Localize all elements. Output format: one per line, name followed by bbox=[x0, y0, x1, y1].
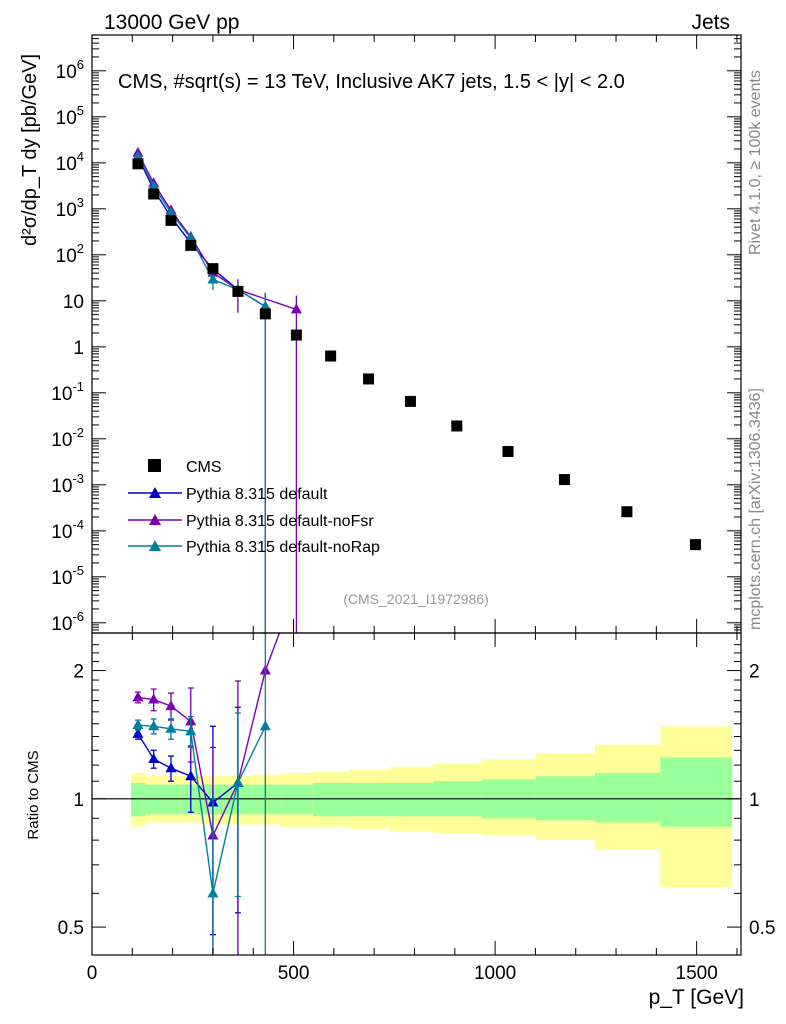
data-point-cms bbox=[132, 158, 144, 170]
ratio-point-noRap bbox=[185, 725, 197, 736]
x-axis-title: p_T [GeV] bbox=[649, 986, 744, 1009]
ratio-panel-marks bbox=[132, 632, 281, 955]
ratio-y-tick-label: 2 bbox=[73, 662, 84, 683]
x-tick-label: 500 bbox=[278, 963, 310, 984]
process-label: Jets bbox=[691, 11, 730, 34]
data-point-cms bbox=[621, 506, 633, 518]
y-tick-label: 10-1 bbox=[51, 379, 84, 405]
data-point-cms bbox=[259, 308, 271, 320]
data-point-cms bbox=[404, 395, 416, 407]
data-point-cms bbox=[207, 263, 219, 275]
ratio-line-default bbox=[137, 733, 239, 804]
ratio-point-noRap bbox=[259, 720, 271, 731]
y-tick-label: 10-3 bbox=[51, 471, 84, 497]
ratio-point-noFsr bbox=[132, 691, 144, 702]
uncertainty-band-inner bbox=[349, 782, 390, 817]
main-panel-marks bbox=[132, 146, 701, 633]
legend-marker-default bbox=[149, 487, 161, 498]
uncertainty-band-inner bbox=[595, 772, 661, 823]
series-line-noFsr bbox=[137, 152, 297, 311]
ratio-y-tick-label-right: 0.5 bbox=[749, 918, 775, 939]
ratio-point-default bbox=[132, 727, 144, 738]
ratio-point-noRap bbox=[148, 720, 160, 731]
ratio-point-noRap bbox=[207, 887, 219, 898]
legend: CMS Pythia 8.315 default Pythia 8.315 de… bbox=[128, 459, 380, 556]
x-tick-label: 1000 bbox=[474, 963, 516, 984]
axes: 10-610-510-410-310-210-11101021031041051… bbox=[51, 34, 775, 984]
data-point-cms bbox=[185, 239, 197, 251]
y-tick-label: 10-6 bbox=[51, 609, 84, 635]
data-point-cms bbox=[558, 474, 570, 486]
ratio-point-default bbox=[185, 770, 197, 781]
ratio-y-tick-label-right: 1 bbox=[749, 790, 760, 811]
x-tick-label: 1500 bbox=[676, 963, 718, 984]
legend-marker-nofsr bbox=[149, 514, 161, 525]
mcplots-label: mcplots.cern.ch [arXiv:1306.3436] bbox=[747, 388, 764, 630]
y-tick-label: 104 bbox=[56, 149, 84, 175]
x-tick-label: 0 bbox=[87, 963, 98, 984]
y-tick-label: 10-2 bbox=[51, 425, 84, 451]
uncertainty-band-inner bbox=[660, 757, 733, 827]
data-point-noRap bbox=[185, 232, 197, 243]
ratio-point-default bbox=[148, 753, 160, 764]
plot-title: CMS, #sqrt(s) = 13 TeV, Inclusive AK7 je… bbox=[118, 71, 625, 93]
ratio-point-noFsr bbox=[165, 700, 177, 711]
ratio-y-tick-label: 0.5 bbox=[58, 918, 84, 939]
ratio-y-tick-label: 1 bbox=[73, 790, 84, 811]
y-tick-label: 10 bbox=[63, 292, 84, 313]
y-tick-label: 1 bbox=[73, 338, 84, 359]
ratio-y-axis-title: Ratio to CMS bbox=[25, 750, 42, 839]
data-point-cms bbox=[148, 188, 160, 200]
ratio-point-noRap bbox=[232, 776, 244, 787]
y-tick-label: 103 bbox=[56, 195, 84, 221]
data-point-noRap bbox=[132, 150, 144, 161]
legend-label-cms: CMS bbox=[186, 459, 222, 476]
legend-label-nofsr: Pythia 8.315 default-noFsr bbox=[186, 513, 374, 530]
uncertainty-band-inner bbox=[131, 782, 146, 817]
y-axis-title: d²σ/dp_T dy [pb/GeV] bbox=[19, 54, 41, 246]
y-tick-label: 105 bbox=[56, 103, 84, 129]
data-point-cms bbox=[689, 539, 701, 551]
data-point-cms bbox=[232, 285, 244, 297]
data-point-cms bbox=[165, 214, 177, 226]
uncertainty-band-inner bbox=[389, 782, 434, 817]
data-point-cms bbox=[451, 420, 463, 432]
ratio-point-noFsr bbox=[148, 693, 160, 704]
series-line-default bbox=[137, 156, 266, 308]
legend-label-default: Pythia 8.315 default bbox=[186, 486, 328, 503]
ratio-y-tick-label-right: 2 bbox=[749, 662, 760, 683]
y-tick-label: 10-5 bbox=[51, 563, 84, 589]
series-line-noRap bbox=[137, 155, 266, 308]
beam-label: 13000 GeV pp bbox=[104, 11, 239, 34]
ratio-panel bbox=[92, 726, 741, 888]
y-tick-label: 106 bbox=[56, 57, 84, 83]
data-point-noRap bbox=[148, 180, 160, 191]
analysis-id: (CMS_2021_I1972986) bbox=[343, 591, 489, 607]
y-tick-label: 102 bbox=[56, 241, 84, 267]
data-point-noFsr bbox=[290, 303, 302, 314]
data-point-cms bbox=[290, 329, 302, 341]
legend-marker-norap bbox=[149, 540, 161, 551]
ratio-point-noRap bbox=[165, 722, 177, 733]
y-tick-label: 10-4 bbox=[51, 517, 84, 543]
data-point-noRap bbox=[165, 206, 177, 217]
data-point-noRap bbox=[207, 273, 219, 284]
data-point-cms bbox=[502, 445, 514, 457]
data-point-noRap bbox=[259, 300, 271, 311]
legend-marker-cms bbox=[148, 459, 161, 472]
uncertainty-band-inner bbox=[312, 782, 350, 817]
ratio-frame bbox=[91, 632, 742, 956]
rivet-version-label: Rivet 4.1.0, ≥ 100k events bbox=[747, 70, 764, 255]
data-point-cms bbox=[363, 373, 375, 385]
ratio-point-noRap bbox=[132, 719, 144, 730]
ratio-point-default bbox=[165, 762, 177, 773]
data-point-cms bbox=[325, 350, 337, 362]
legend-label-norap: Pythia 8.315 default-noRap bbox=[186, 539, 380, 556]
